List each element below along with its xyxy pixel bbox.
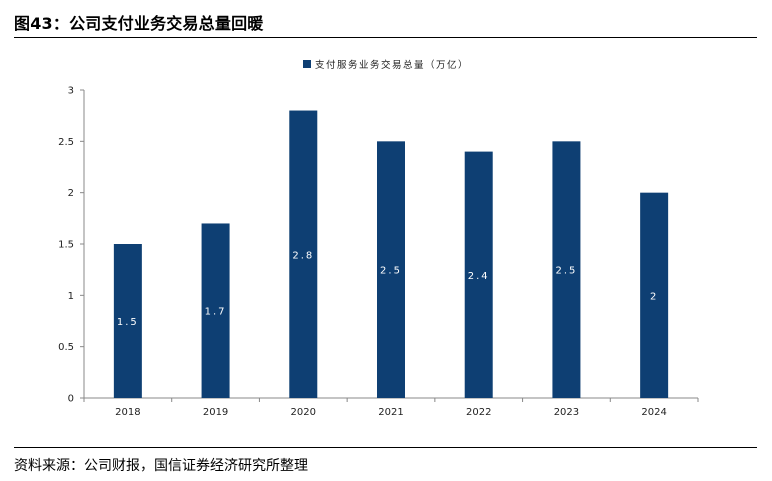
legend-swatch	[303, 60, 311, 68]
y-tick-label: 3	[68, 86, 74, 97]
source-rule	[14, 447, 757, 448]
bar-label-2019: 1.7	[205, 307, 227, 318]
y-tick-label: 2.5	[58, 137, 74, 148]
bar-2019	[201, 223, 230, 398]
legend: 支付服务业务交易总量（万亿）	[303, 59, 469, 71]
y-tick-label: 2	[68, 188, 74, 199]
bar-label-2021: 2.5	[380, 266, 402, 277]
bars	[113, 110, 669, 399]
bar-label-2020: 2.8	[292, 250, 314, 261]
x-tick-label-2022: 2022	[466, 407, 491, 418]
title-rule	[14, 37, 757, 38]
legend-label: 支付服务业务交易总量（万亿）	[315, 59, 469, 71]
bar-2024	[640, 192, 669, 398]
bar-label-2023: 2.5	[555, 266, 577, 277]
bar-2022	[464, 151, 493, 398]
y-tick-labels: 0 0.5 1 1.5 2 2.5 3	[58, 86, 74, 405]
x-tick-label-2024: 2024	[641, 407, 666, 418]
y-tick-label: 0.5	[58, 342, 74, 353]
x-tick-labels: 2018 2019 2020 2021 2022 2023 2024	[115, 407, 667, 418]
bar-label-2024: 2	[650, 291, 658, 302]
bar-2023	[552, 141, 581, 399]
x-tick-label-2018: 2018	[115, 407, 140, 418]
x-tick-label-2021: 2021	[378, 407, 403, 418]
bar-value-labels: 1.5 1.7 2.8 2.5 2.4 2.5 2	[117, 250, 658, 328]
bar-2020	[289, 110, 318, 399]
y-tick-label: 1.5	[58, 240, 74, 251]
bar-2021	[377, 141, 405, 399]
bar-2018	[113, 244, 142, 398]
source-note: 资料来源：公司财报，国信证券经济研究所整理	[14, 458, 308, 474]
y-tick-label: 1	[68, 291, 74, 302]
x-tick-label-2020: 2020	[291, 407, 316, 418]
y-tick-label: 0	[68, 394, 74, 405]
x-tick-label-2019: 2019	[203, 407, 228, 418]
figure-title: 图43：公司支付业务交易总量回暖	[14, 14, 264, 33]
x-tick-label-2023: 2023	[554, 407, 579, 418]
bar-label-2022: 2.4	[468, 271, 490, 282]
bar-label-2018: 1.5	[117, 317, 139, 328]
